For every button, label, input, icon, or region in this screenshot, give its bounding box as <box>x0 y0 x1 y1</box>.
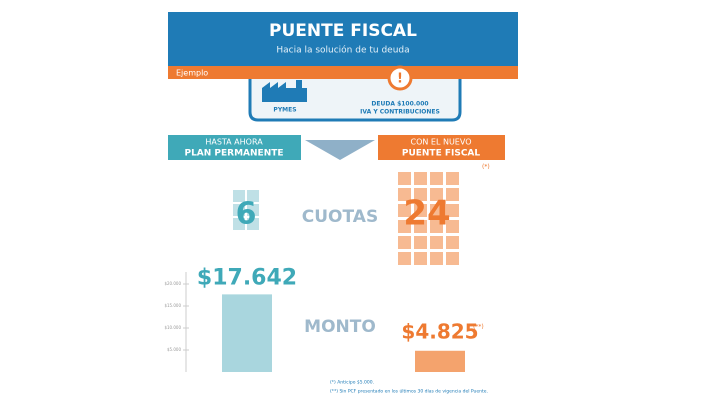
installment-square <box>414 172 427 185</box>
installments-new: 24 <box>403 194 450 234</box>
installment-square <box>233 190 245 202</box>
new-plan-box <box>378 135 505 160</box>
installment-square <box>398 188 411 201</box>
installment-square <box>430 188 443 201</box>
y-tick-label: $15.000 <box>164 303 181 308</box>
installment-square <box>398 204 411 217</box>
installment-square <box>233 204 245 216</box>
installment-square <box>247 204 259 216</box>
amount-new-label: $4.825 <box>401 319 478 343</box>
installment-square <box>446 188 459 201</box>
installment-square <box>446 172 459 185</box>
y-tick-label: $5.000 <box>167 347 181 352</box>
title: PUENTE FISCAL <box>269 21 417 41</box>
debt: DEUDA $100.000 <box>371 101 428 108</box>
current-plan-line1: HASTA AHORA <box>205 138 263 147</box>
footnote: (*) Anticipo $5.000. <box>330 380 374 386</box>
tag-band <box>168 66 518 79</box>
amount-label: MONTO <box>304 317 376 337</box>
new-plan-line1: CON EL NUEVO <box>411 138 472 147</box>
warning-mark: ! <box>397 72 403 87</box>
installments-label: CUOTAS <box>302 207 378 227</box>
warning-icon <box>387 65 413 91</box>
installment-square <box>398 220 411 233</box>
installment-square <box>430 204 443 217</box>
installment-square <box>446 220 459 233</box>
current-plan-line2: PLAN PERMANENTE <box>184 149 283 159</box>
new-plan-note: (*) <box>482 164 490 171</box>
factory-icon <box>262 80 307 102</box>
installment-square <box>446 204 459 217</box>
header-band <box>168 12 518 66</box>
debt-detail: IVA Y CONTRIBUCIONES <box>360 109 440 116</box>
amount-current-label: $17.642 <box>197 265 297 290</box>
company: PYMES <box>273 107 296 114</box>
y-tick-label: $20.000 <box>164 281 181 286</box>
footnote: (**) Sin PCF presentado en los últimos 3… <box>330 388 488 395</box>
installment-square <box>414 252 427 265</box>
installment-square <box>446 236 459 249</box>
bar <box>415 350 465 372</box>
installment-square <box>446 252 459 265</box>
subtitle: Hacia la solución de tu deuda <box>276 45 409 56</box>
installment-squares <box>398 172 459 265</box>
installment-square <box>414 188 427 201</box>
installment-square <box>398 252 411 265</box>
installment-square <box>414 220 427 233</box>
installment-square <box>430 220 443 233</box>
installment-square <box>398 172 411 185</box>
chevron <box>305 140 375 160</box>
installment-square <box>233 218 245 230</box>
new-plan-line2: PUENTE FISCAL <box>402 149 481 159</box>
tag: Ejemplo <box>176 69 208 78</box>
installment-square <box>247 190 259 202</box>
installment-square <box>414 236 427 249</box>
installment-square <box>398 236 411 249</box>
installment-square <box>430 252 443 265</box>
amount-new-note: (**) <box>473 323 484 330</box>
installment-square <box>414 204 427 217</box>
installment-squares <box>233 190 259 230</box>
installments-current: 6 <box>236 197 257 232</box>
installment-square <box>430 172 443 185</box>
installment-square <box>247 218 259 230</box>
y-tick-label: $10.000 <box>164 325 181 330</box>
installment-square <box>430 236 443 249</box>
current-plan-box <box>168 135 301 160</box>
bar <box>222 294 272 372</box>
